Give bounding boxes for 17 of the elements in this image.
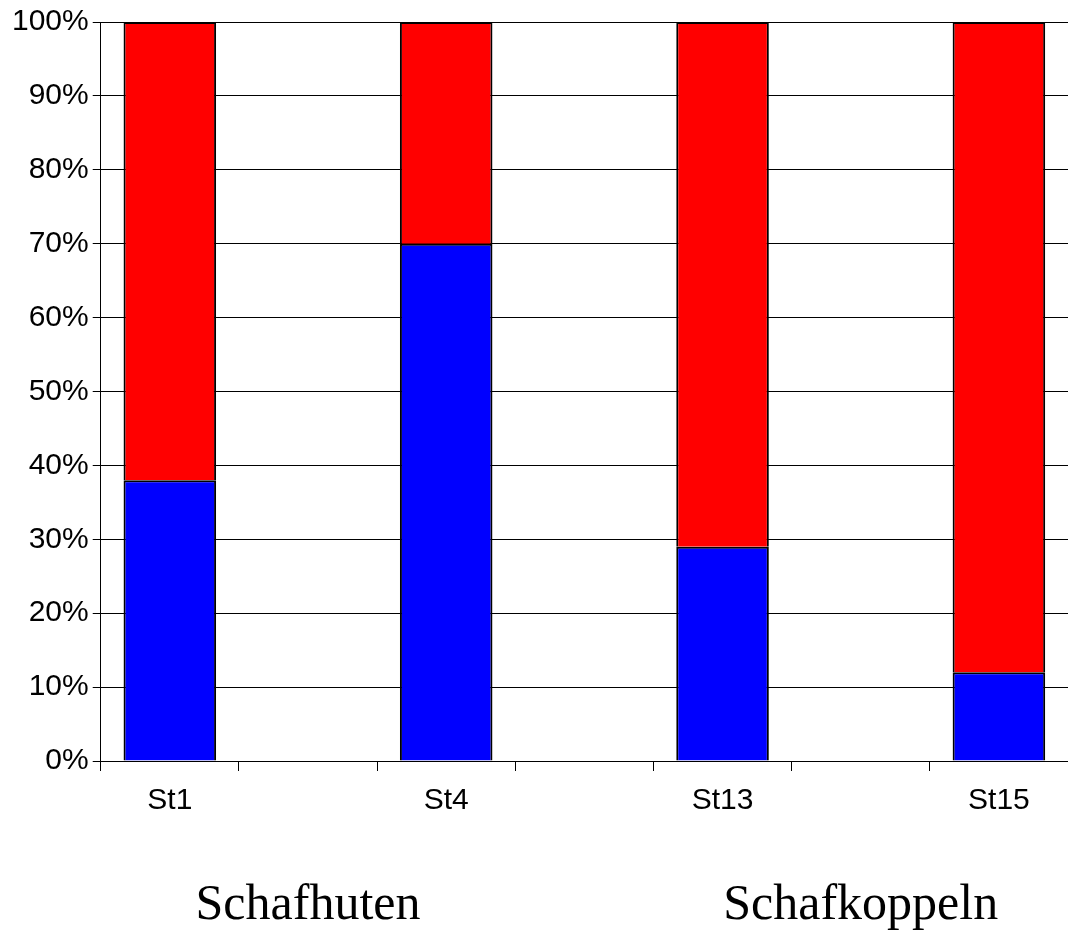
y-tick-label: 50% xyxy=(28,372,89,406)
y-tick-label: 40% xyxy=(28,446,89,480)
y-tick-label: 80% xyxy=(28,151,89,185)
y-tick-label: 60% xyxy=(28,298,89,332)
text: Schafhuten xyxy=(195,874,421,930)
y-tick-label: 70% xyxy=(28,224,89,258)
x-tick-label: St1 xyxy=(147,782,193,816)
text: Schafkoppeln xyxy=(723,874,999,930)
y-tick-label: 100% xyxy=(11,3,89,37)
y-tick-label: 30% xyxy=(28,520,89,554)
y-tick-label: 10% xyxy=(28,668,89,702)
y-tick-label: 90% xyxy=(28,77,89,111)
x-tick-label: St4 xyxy=(423,782,469,816)
x-tick-label: St15 xyxy=(968,782,1030,816)
y-tick-label: 0% xyxy=(45,742,89,776)
y-tick-label: 20% xyxy=(28,594,89,628)
x-tick-label: St13 xyxy=(691,782,754,816)
